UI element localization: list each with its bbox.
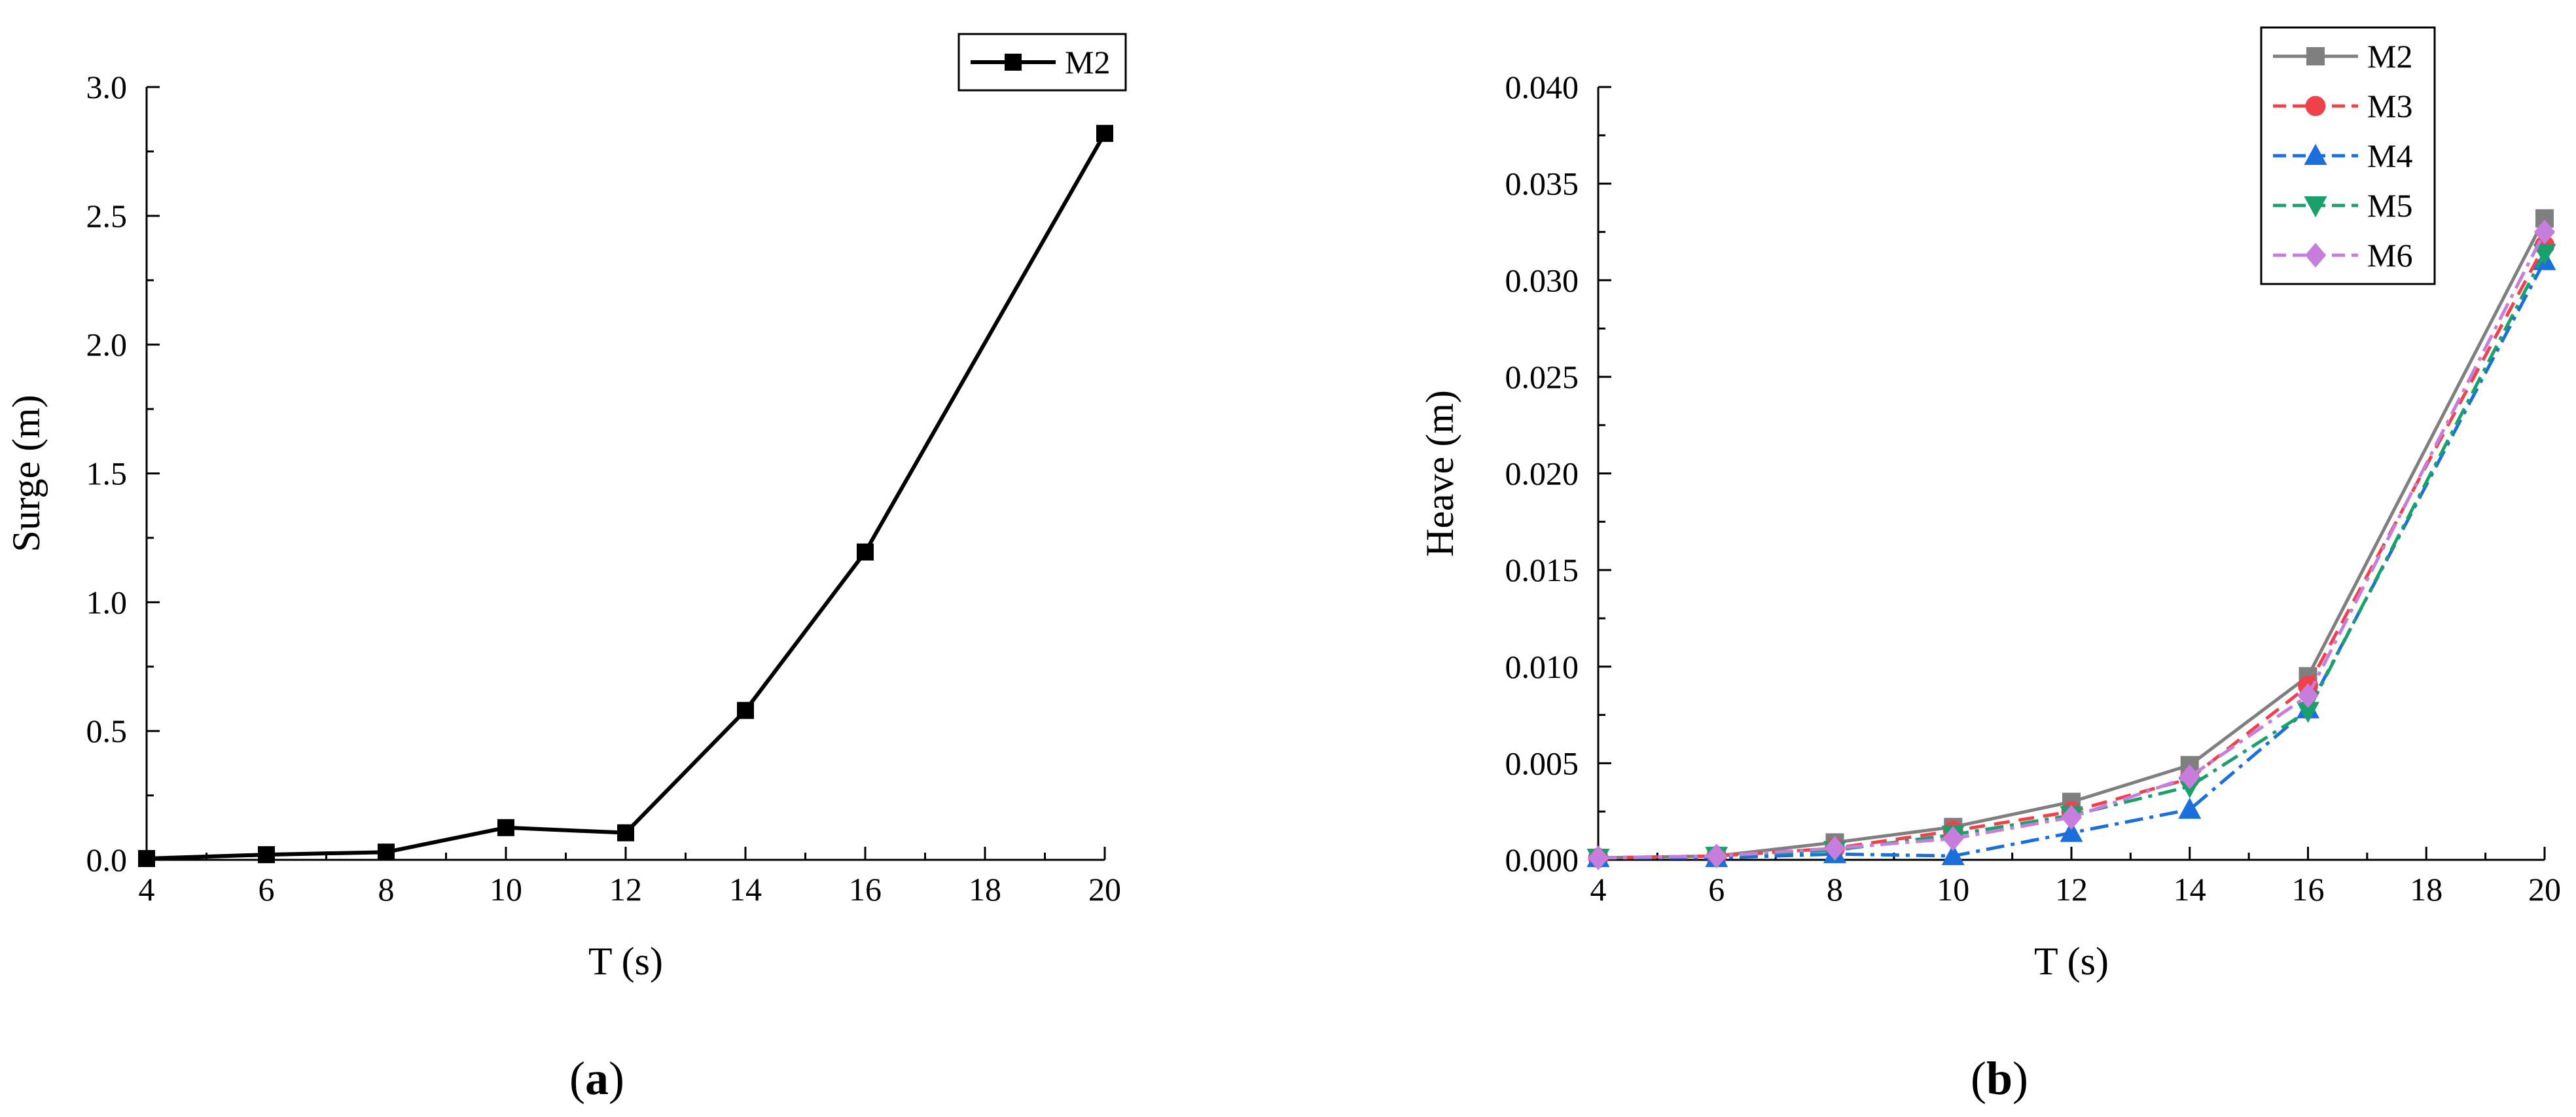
data-point-m2 bbox=[497, 819, 514, 836]
data-point-m6 bbox=[1706, 843, 1727, 868]
data-point-m6 bbox=[1824, 836, 1846, 861]
y-tick-label: 0.030 bbox=[1505, 262, 1579, 298]
data-point-m6 bbox=[1942, 826, 1964, 851]
legend-box bbox=[2260, 26, 2436, 285]
y-axis-title: Heave (m) bbox=[1418, 390, 1461, 557]
data-point-m6 bbox=[2179, 764, 2200, 789]
x-tick-label: 8 bbox=[378, 871, 395, 908]
data-point-m2 bbox=[258, 846, 275, 864]
x-tick-label: 4 bbox=[1590, 871, 1607, 908]
data-point-m2 bbox=[138, 850, 155, 868]
x-tick-label: 10 bbox=[1937, 871, 1969, 908]
legend-marker-m2 bbox=[2306, 47, 2325, 65]
y-tick-label: 0.035 bbox=[1505, 166, 1579, 202]
y-tick-label: 2.5 bbox=[86, 198, 128, 234]
x-tick-label: 14 bbox=[729, 871, 762, 908]
x-tick-label: 18 bbox=[2410, 871, 2442, 908]
legend-label-m6: M6 bbox=[2367, 237, 2412, 274]
x-tick-label: 16 bbox=[2292, 871, 2325, 908]
y-tick-label: 0.0 bbox=[86, 842, 128, 878]
data-point-m5 bbox=[2297, 701, 2319, 723]
x-tick-label: 14 bbox=[2174, 871, 2206, 908]
x-tick-label: 10 bbox=[490, 871, 522, 908]
y-tick-label: 0.5 bbox=[86, 713, 128, 749]
data-point-m4 bbox=[2060, 821, 2083, 842]
chart-heave: 4 6 8 10 12 14 16 18 20 0.000 0.005 0.010 0.015 0.020… bbox=[1418, 26, 2561, 983]
y-axis-title: Surge (m) bbox=[5, 395, 48, 552]
y-tick-label: 2.0 bbox=[86, 327, 128, 363]
legend-label-m4: M4 bbox=[2367, 137, 2412, 174]
x-tick-label: 18 bbox=[969, 871, 1001, 908]
x-tick-label: 8 bbox=[1827, 871, 1843, 908]
series-line-m2 bbox=[146, 132, 1107, 861]
series-line-m6 bbox=[1598, 231, 2547, 860]
x-tick-label: 12 bbox=[2055, 871, 2088, 908]
x-tick-label: 16 bbox=[849, 871, 882, 908]
data-point-m2 bbox=[857, 543, 874, 561]
y-tick-label: 0.040 bbox=[1505, 69, 1579, 105]
y-tick-label: 0.005 bbox=[1505, 745, 1579, 781]
legend-label-m2: M2 bbox=[2367, 38, 2412, 75]
legend-label-m5: M5 bbox=[2367, 187, 2412, 224]
legend-marker-m2 bbox=[1005, 54, 1022, 71]
data-point-m5 bbox=[2533, 243, 2556, 266]
x-tick-label: 20 bbox=[2528, 871, 2561, 908]
data-point-m4 bbox=[2178, 798, 2202, 819]
legend-label-m2: M2 bbox=[1065, 44, 1110, 80]
y-tick-label: 3.0 bbox=[86, 69, 128, 105]
x-tick-label: 20 bbox=[1088, 871, 1121, 908]
data-point-m6 bbox=[2297, 683, 2319, 708]
series-line-m4 bbox=[1598, 260, 2547, 860]
legend-marker-m5 bbox=[2304, 196, 2327, 218]
y-tick-label: 0.000 bbox=[1505, 842, 1579, 878]
data-point-m6 bbox=[2533, 219, 2556, 245]
series-line-m3 bbox=[1598, 244, 2547, 860]
x-axis-title: T (s) bbox=[2034, 940, 2109, 983]
legend-marker-m4 bbox=[2304, 143, 2327, 165]
x-axis-title: T (s) bbox=[588, 940, 663, 983]
data-point-m2 bbox=[1096, 124, 1113, 142]
panel-label-b: (b) bbox=[1971, 1052, 2028, 1105]
series-line-m5 bbox=[1598, 252, 2547, 860]
data-point-m6 bbox=[2060, 805, 2083, 830]
y-tick-label: 0.010 bbox=[1505, 648, 1579, 685]
data-point-m2 bbox=[617, 824, 634, 842]
x-tick-label: 12 bbox=[609, 871, 642, 908]
data-point-m2 bbox=[378, 843, 395, 861]
chart-surge: 4 6 8 10 12 14 16 18 20 0.0 0.5 1.0 1.5 2.0 2.5 3.0 T (s… bbox=[5, 33, 1127, 983]
panel-label-a: (a) bbox=[569, 1052, 624, 1105]
y-tick-label: 1.5 bbox=[86, 455, 128, 492]
legend-label-m3: M3 bbox=[2367, 88, 2412, 124]
y-tick-label: 0.015 bbox=[1505, 552, 1579, 588]
legend-marker-m3 bbox=[2305, 96, 2326, 116]
series-line-m2 bbox=[1598, 217, 2547, 860]
y-tick-label: 0.025 bbox=[1505, 359, 1579, 395]
x-tick-label: 4 bbox=[139, 871, 155, 908]
legend-marker-m6 bbox=[2304, 243, 2327, 268]
y-tick-label: 1.0 bbox=[86, 584, 128, 620]
data-point-m6 bbox=[1587, 845, 1609, 870]
data-point-m2 bbox=[737, 701, 754, 719]
y-tick-label: 0.020 bbox=[1505, 455, 1579, 492]
x-tick-label: 6 bbox=[259, 871, 275, 908]
data-point-m4 bbox=[1941, 843, 1965, 866]
x-tick-label: 6 bbox=[1708, 871, 1725, 908]
